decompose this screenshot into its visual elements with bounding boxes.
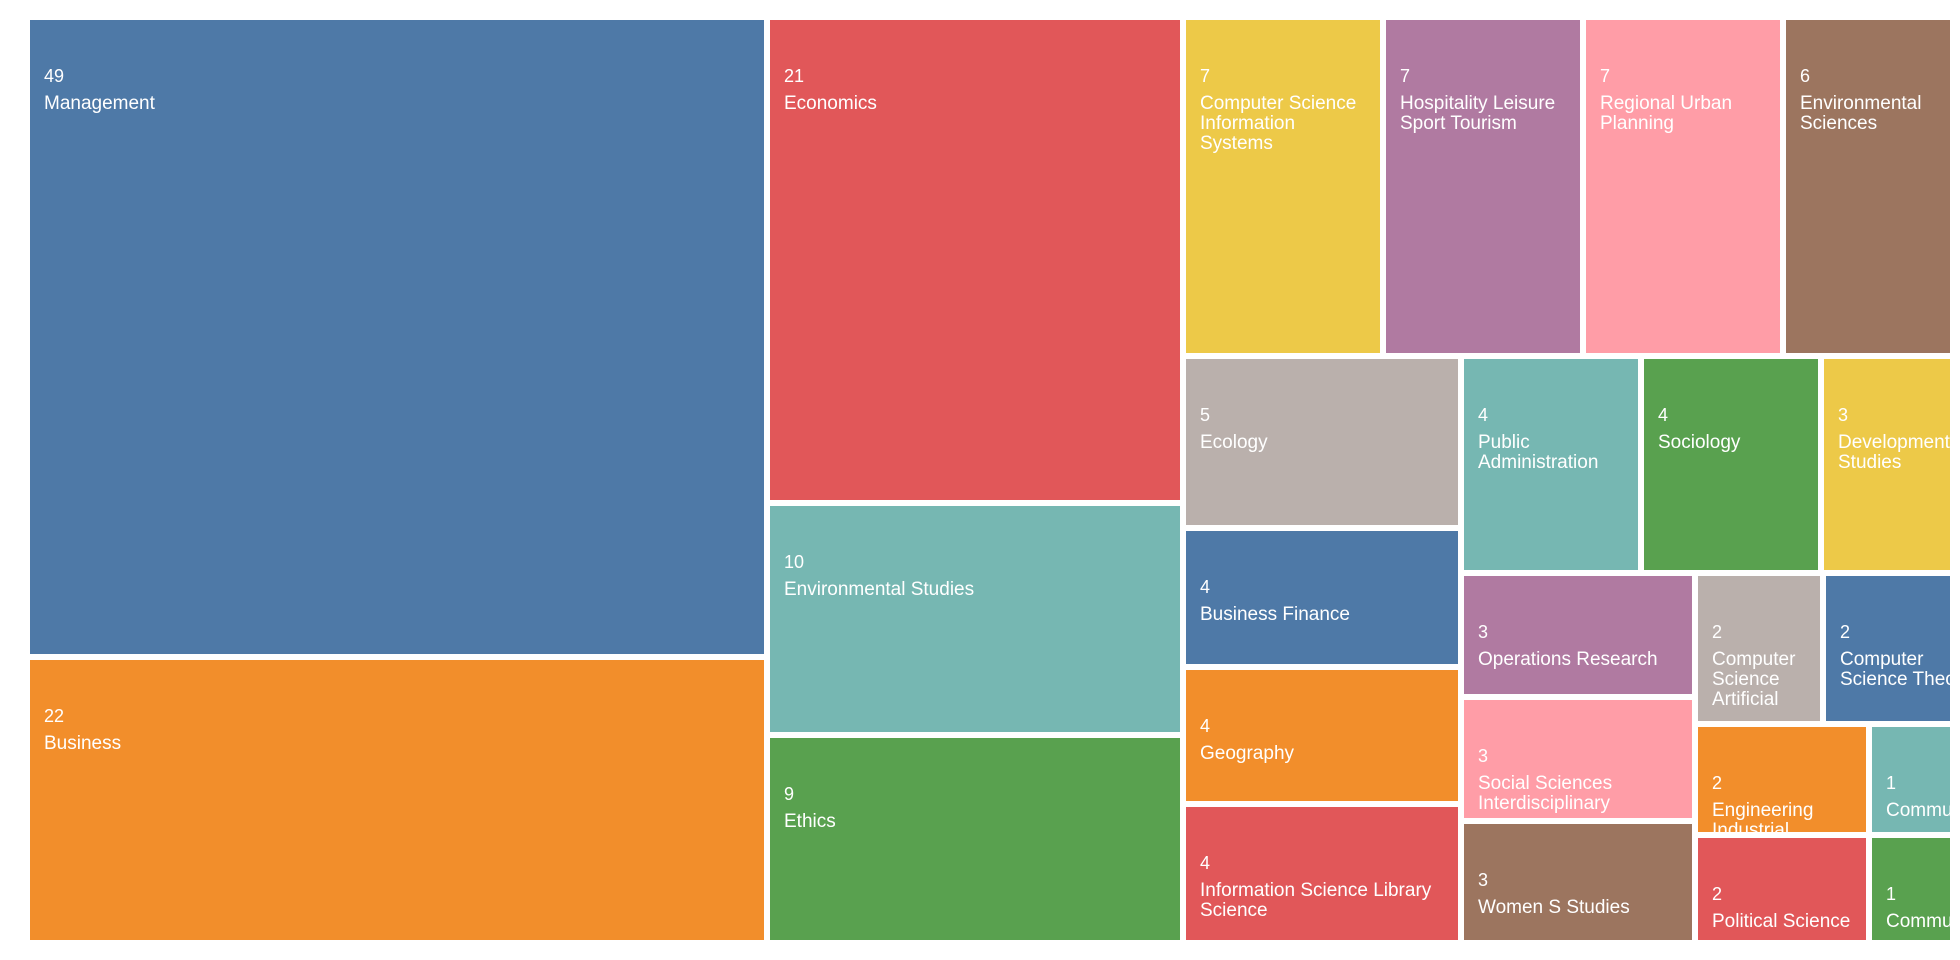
cell-label: Environmental Sciences xyxy=(1800,93,1922,134)
treemap-cell-information-science-library-science[interactable]: 4 Information Science Library Science xyxy=(1186,807,1458,940)
cell-label: Hospitality Leisure Sport Tourism xyxy=(1400,93,1556,134)
cell-value: 3 xyxy=(1478,870,1489,890)
cell-label: Sociology xyxy=(1658,432,1741,453)
cell-label: Ecology xyxy=(1200,432,1268,453)
cell-label: Business xyxy=(44,733,122,754)
treemap-cell-economics[interactable]: 21 Economics xyxy=(770,20,1180,500)
cell-value: 4 xyxy=(1200,716,1211,736)
treemap-cell-sociology[interactable]: 4 Sociology xyxy=(1644,359,1818,570)
cell-value: 3 xyxy=(1838,405,1849,425)
cell-value: 49 xyxy=(44,66,65,86)
cell-label: Economics xyxy=(784,93,877,114)
cell-label: Environmental Studies xyxy=(784,579,975,600)
cell-value: 7 xyxy=(1400,66,1411,86)
treemap-cell-hospitality-leisure-sport-tourism[interactable]: 7 Hospitality Leisure Sport Tourism xyxy=(1386,20,1580,353)
cell-value: 1 xyxy=(1886,773,1897,793)
cell-value: 5 xyxy=(1200,405,1211,425)
cell-label: Business Finance xyxy=(1200,604,1350,625)
cell-label: Communication xyxy=(1886,911,1950,932)
treemap-cell-ethics[interactable]: 9 Ethics xyxy=(770,738,1180,940)
cell-label: Development Studies xyxy=(1838,432,1950,473)
treemap-cell-computer-science-theory[interactable]: 2 Computer Science Theory xyxy=(1826,576,1950,721)
treemap-cell-operations-research[interactable]: 3 Operations Research xyxy=(1464,576,1692,694)
cell-label: Operations Research xyxy=(1478,649,1658,670)
cell-value: 2 xyxy=(1712,773,1723,793)
cell-value: 1 xyxy=(1886,884,1897,904)
treemap-cell-communication-2[interactable]: 1 Communication xyxy=(1872,838,1950,940)
treemap-cell-environmental-studies[interactable]: 10 Environmental Studies xyxy=(770,506,1180,732)
treemap-cell-computer-science-information-systems[interactable]: 7 Computer Science Information Systems xyxy=(1186,20,1380,353)
cell-value: 4 xyxy=(1200,577,1211,597)
cell-label: Geography xyxy=(1200,743,1295,764)
treemap-cell-communication[interactable]: 1 Communication xyxy=(1872,727,1950,832)
cell-label: Communication xyxy=(1886,800,1950,821)
cell-label: Public Administration xyxy=(1478,432,1599,473)
cell-value: 10 xyxy=(784,552,805,572)
treemap-cell-management[interactable]: 49 Management xyxy=(30,20,764,654)
treemap-cell-business-finance[interactable]: 4 Business Finance xyxy=(1186,531,1458,664)
cell-value: 7 xyxy=(1600,66,1611,86)
cell-label: Management xyxy=(44,93,155,114)
cell-label: Women S Studies xyxy=(1478,897,1630,918)
cell-value: 4 xyxy=(1200,853,1211,873)
treemap-cell-regional-urban-planning[interactable]: 7 Regional Urban Planning xyxy=(1586,20,1780,353)
treemap-cell-development-studies[interactable]: 3 Development Studies xyxy=(1824,359,1950,570)
cell-value: 4 xyxy=(1658,405,1669,425)
cell-value: 3 xyxy=(1478,746,1489,766)
cell-label: Engineering Industrial xyxy=(1712,800,1814,833)
cell-value: 9 xyxy=(784,784,795,804)
cell-label: Computer Science Theory xyxy=(1840,649,1950,690)
cell-value: 21 xyxy=(784,66,805,86)
treemap-cell-political-science[interactable]: 2 Political Science xyxy=(1698,838,1866,940)
cell-label: Computer Science Artificial xyxy=(1712,649,1796,710)
treemap-cell-computer-science-artificial[interactable]: 2 Computer Science Artificial xyxy=(1698,576,1820,721)
treemap-cell-public-administration[interactable]: 4 Public Administration xyxy=(1464,359,1638,570)
treemap: 49 Management 22 Business 21 Economics 10 Envir… xyxy=(30,20,1950,940)
cell-label: Social Sciences Interdisciplinary xyxy=(1478,773,1613,814)
treemap-cell-ecology[interactable]: 5 Ecology xyxy=(1186,359,1458,525)
treemap-cell-business[interactable]: 22 Business xyxy=(30,660,764,940)
cell-label: Computer Science Information Systems xyxy=(1200,93,1357,154)
treemap-cell-engineering-industrial[interactable]: 2 Engineering Industrial xyxy=(1698,727,1866,832)
cell-value: 22 xyxy=(44,706,65,726)
treemap-cell-social-sciences-interdisciplinary[interactable]: 3 Social Sciences Interdisciplinary xyxy=(1464,700,1692,818)
cell-value: 7 xyxy=(1200,66,1211,86)
cell-label: Regional Urban Planning xyxy=(1600,93,1733,134)
treemap-cell-geography[interactable]: 4 Geography xyxy=(1186,670,1458,801)
cell-label: Political Science xyxy=(1712,911,1851,932)
cell-value: 2 xyxy=(1712,622,1723,642)
cell-value: 6 xyxy=(1800,66,1811,86)
cell-value: 4 xyxy=(1478,405,1489,425)
treemap-cell-women-s-studies[interactable]: 3 Women S Studies xyxy=(1464,824,1692,940)
cell-value: 3 xyxy=(1478,622,1489,642)
cell-label: Information Science Library Science xyxy=(1200,880,1432,921)
cell-label: Ethics xyxy=(784,811,836,832)
cell-value: 2 xyxy=(1712,884,1723,904)
treemap-cell-environmental-sciences[interactable]: 6 Environmental Sciences xyxy=(1786,20,1950,353)
cell-value: 2 xyxy=(1840,622,1851,642)
